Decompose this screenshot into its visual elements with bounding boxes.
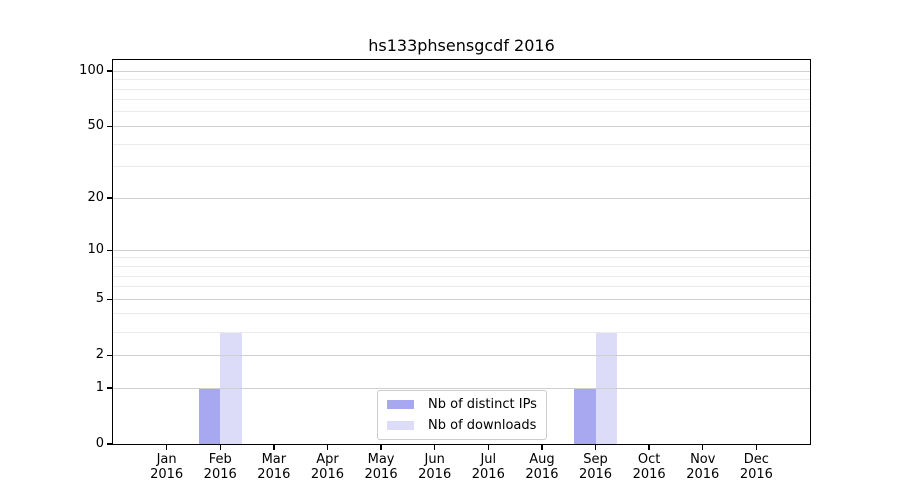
x-tick-year: 2016 <box>578 467 613 482</box>
x-tick-mark <box>380 445 382 450</box>
x-tick-month: Dec <box>743 452 769 467</box>
x-tick-month: May <box>367 452 395 467</box>
legend: Nb of distinct IPs Nb of downloads <box>377 390 547 440</box>
x-tick-month: Feb <box>208 452 232 467</box>
y-tick-label: 0 <box>95 436 104 451</box>
x-tick-mark <box>648 445 650 450</box>
x-tick-mark <box>541 445 543 450</box>
x-tick-mark <box>487 445 489 450</box>
x-tick-label-oct: Oct 2016 <box>617 452 681 482</box>
y-tick-mark <box>107 125 112 128</box>
x-tick-year: 2016 <box>525 467 559 482</box>
x-tick-label-jan: Jan 2016 <box>135 452 199 482</box>
bar-sep-distinct-ips <box>574 388 596 444</box>
x-tick-month: Nov <box>690 452 716 467</box>
minor-gridline <box>113 257 810 259</box>
x-tick-month: Jan <box>156 452 177 467</box>
legend-label-downloads: Nb of downloads <box>428 418 537 433</box>
x-tick-mark <box>433 445 436 450</box>
bar-feb-distinct-ips <box>198 388 221 444</box>
minor-gridline <box>113 266 810 267</box>
minor-gridline <box>113 166 810 168</box>
x-tick-label-aug: Aug 2016 <box>510 452 574 482</box>
minor-gridline <box>113 286 810 288</box>
y-tick-label: 10 <box>87 242 104 258</box>
chart-title: hs133phsensgcdf 2016 <box>368 36 555 55</box>
x-tick-mark <box>594 445 597 450</box>
x-tick-label-mar: Mar 2016 <box>242 452 306 482</box>
y-tick-mark <box>107 70 112 72</box>
y-tick-mark <box>107 354 112 356</box>
minor-gridline <box>113 99 810 101</box>
x-tick-month: Oct <box>637 452 661 467</box>
y-tick-mark <box>107 197 112 199</box>
y-tick-mark <box>107 249 112 251</box>
legend-item-distinct-ips: Nb of distinct IPs <box>387 396 537 413</box>
x-tick-year: 2016 <box>418 467 452 482</box>
minor-gridline <box>113 88 810 90</box>
x-tick-label-feb: Feb 2016 <box>188 452 252 482</box>
x-tick-label-nov: Nov 2016 <box>671 452 735 482</box>
x-tick-month: Sep <box>583 452 608 467</box>
x-tick-year: 2016 <box>150 467 184 482</box>
x-tick-label-apr: Apr 2016 <box>295 452 359 482</box>
x-tick-mark <box>219 445 221 450</box>
major-gridline <box>113 249 810 251</box>
x-tick-label-jul: Jul 2016 <box>456 452 520 482</box>
x-tick-month: Jun <box>424 452 445 467</box>
x-tick-year: 2016 <box>310 467 344 482</box>
plot-area: Nb of distinct IPs Nb of downloads 0 1 2 5 1… <box>79 59 811 482</box>
x-tick-mark <box>273 445 275 450</box>
minor-gridline <box>113 143 810 145</box>
x-tick-month: Jul <box>480 452 497 467</box>
x-tick-year: 2016 <box>686 467 720 482</box>
x-tick-year: 2016 <box>739 467 773 482</box>
legend-swatch-distinct-ips <box>387 400 414 409</box>
y-tick-label: 1 <box>95 380 104 395</box>
y-tick-mark <box>107 387 112 389</box>
minor-gridline <box>113 79 810 81</box>
x-tick-mark <box>702 445 704 450</box>
minor-gridline <box>113 275 810 277</box>
minor-gridline <box>113 313 810 315</box>
x-tick-label-sep: Sep 2016 <box>564 452 628 482</box>
y-tick-mark <box>107 443 112 445</box>
x-tick-month: Aug <box>529 452 555 467</box>
major-gridline <box>113 70 810 72</box>
x-tick-mark <box>326 445 329 450</box>
major-gridline <box>113 298 810 300</box>
x-tick-month: Mar <box>261 452 287 467</box>
y-tick-mark <box>107 298 112 300</box>
x-tick-year: 2016 <box>632 467 666 482</box>
major-gridline <box>113 197 810 199</box>
legend-swatch-downloads <box>387 421 414 430</box>
x-tick-year: 2016 <box>471 467 505 482</box>
major-gridline <box>113 354 810 356</box>
minor-gridline <box>113 331 810 333</box>
legend-item-downloads: Nb of downloads <box>387 417 537 434</box>
x-tick-label-may: May 2016 <box>349 452 413 482</box>
x-tick-mark <box>755 445 758 450</box>
y-tick-label: 2 <box>95 347 104 363</box>
minor-gridline <box>113 111 810 113</box>
major-gridline <box>113 125 810 127</box>
y-tick-label: 50 <box>87 118 104 134</box>
x-tick-mark <box>165 445 168 450</box>
y-tick-label: 5 <box>95 291 104 307</box>
x-tick-label-jun: Jun 2016 <box>403 452 467 482</box>
legend-label-distinct-ips: Nb of distinct IPs <box>428 397 537 412</box>
x-tick-year: 2016 <box>203 467 237 482</box>
y-tick-label: 20 <box>87 190 104 206</box>
x-tick-month: Apr <box>316 452 339 467</box>
x-tick-year: 2016 <box>364 467 398 482</box>
x-tick-label-dec: Dec 2016 <box>724 452 788 482</box>
y-tick-label: 100 <box>79 63 104 79</box>
x-tick-year: 2016 <box>257 467 291 482</box>
major-gridline <box>113 387 810 389</box>
